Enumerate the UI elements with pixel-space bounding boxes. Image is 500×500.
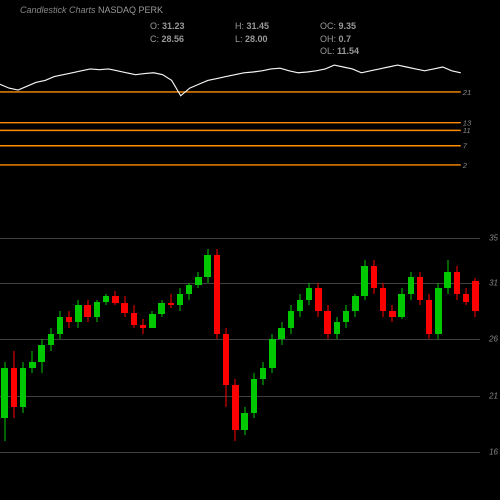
indicator-lines: 21131172 <box>0 55 480 175</box>
stat-close: C: 28.56 <box>150 33 200 46</box>
grid-line <box>0 452 480 453</box>
grid-line <box>0 396 480 397</box>
chart-title: Candlestick Charts NASDAQ PERK <box>20 5 163 15</box>
axis-label: 21 <box>489 391 498 400</box>
axis-label: 16 <box>489 448 498 457</box>
grid-line <box>0 339 480 340</box>
svg-text:7: 7 <box>463 142 468 151</box>
axis-label: 35 <box>489 233 498 242</box>
stat-open: O: 31.23 <box>150 20 200 33</box>
stat-oc: OC: 9.35 <box>320 20 370 33</box>
price-panel: 3531262116 <box>0 215 480 475</box>
axis-label: 26 <box>489 335 498 344</box>
axis-label: 31 <box>489 278 498 287</box>
stat-oh: OH: 0.7 <box>320 33 370 46</box>
indicator-panel: 21131172 <box>0 55 480 175</box>
stat-high: H: 31.45 <box>235 20 285 33</box>
svg-text:2: 2 <box>462 161 468 170</box>
svg-text:11: 11 <box>463 126 471 135</box>
ohlc-stats: O: 31.23 H: 31.45 OC: 9.35 C: 28.56 L: 2… <box>150 20 370 58</box>
stat-low: L: 28.00 <box>235 33 285 46</box>
grid-line <box>0 238 480 239</box>
svg-text:21: 21 <box>462 88 472 97</box>
